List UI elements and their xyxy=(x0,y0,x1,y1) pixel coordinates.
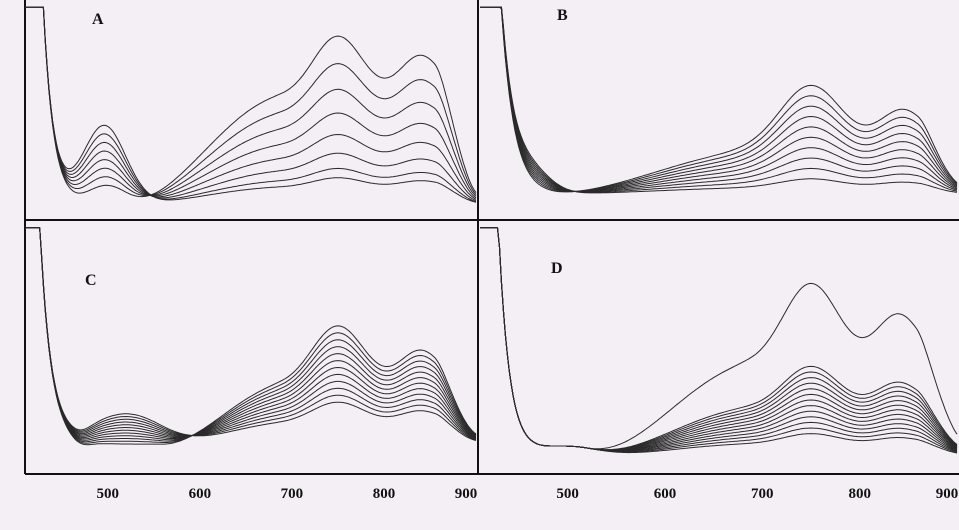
x-tick-left-700: 700 xyxy=(281,486,304,502)
spectrum-a-6 xyxy=(25,6,477,197)
x-tick-labels-right: 500 600 700 800 900 xyxy=(556,486,958,502)
panel-label-a: A xyxy=(92,11,104,28)
spectrum-b-3 xyxy=(480,6,958,193)
x-tick-left-600: 600 xyxy=(189,486,212,502)
x-tick-left-900: 900 xyxy=(455,486,478,502)
panel-c xyxy=(25,227,477,446)
spectrum-a-8 xyxy=(25,6,477,198)
spectrum-b-5 xyxy=(480,6,958,193)
spectrum-c-3 xyxy=(25,227,477,440)
x-tick-left-800: 800 xyxy=(373,486,396,502)
spectrum-d-14 xyxy=(480,227,958,450)
spectrum-c-9 xyxy=(25,227,477,441)
spectrum-c-1 xyxy=(25,227,477,441)
spectrum-c-4 xyxy=(25,227,477,440)
spectrum-b-1 xyxy=(480,6,958,194)
spectrum-b-10 xyxy=(480,6,958,193)
spectrum-a-7 xyxy=(25,6,477,197)
x-tick-labels-left: 500 600 700 800 900 xyxy=(97,486,478,502)
spectrum-c-12 xyxy=(25,227,477,446)
spectrum-c-11 xyxy=(25,227,477,444)
x-tick-right-600: 600 xyxy=(654,486,677,502)
panel-a xyxy=(25,6,477,203)
spectrum-b-8 xyxy=(480,6,958,192)
panel-label-c: C xyxy=(85,272,97,289)
x-tick-right-700: 700 xyxy=(751,486,774,502)
spectrum-a-4 xyxy=(25,6,477,200)
panel-d xyxy=(480,227,958,454)
x-tick-left-500: 500 xyxy=(97,486,120,502)
x-tick-right-900: 900 xyxy=(936,486,959,502)
spectrum-a-2 xyxy=(25,6,477,202)
spectrum-a-5 xyxy=(25,6,477,199)
x-tick-right-800: 800 xyxy=(848,486,871,502)
spectrum-b-9 xyxy=(480,6,958,193)
spectrum-c-5 xyxy=(25,227,477,439)
spectrum-b-4 xyxy=(480,6,958,193)
spectrum-c-8 xyxy=(25,227,477,440)
spectrum-b-7 xyxy=(480,6,958,192)
panel-b xyxy=(480,6,958,194)
panel-label-d: D xyxy=(551,260,563,277)
spectrum-c-10 xyxy=(25,227,477,443)
panel-label-b: B xyxy=(557,7,568,24)
spectrum-a-1 xyxy=(25,6,477,203)
spectrum-a-3 xyxy=(25,6,477,201)
spectrum-c-7 xyxy=(25,227,477,439)
spectrum-c-2 xyxy=(25,227,477,441)
spectrum-b-6 xyxy=(480,6,958,192)
spectrum-c-6 xyxy=(25,227,477,438)
x-tick-right-500: 500 xyxy=(556,486,579,502)
spectrum-b-2 xyxy=(480,6,958,193)
